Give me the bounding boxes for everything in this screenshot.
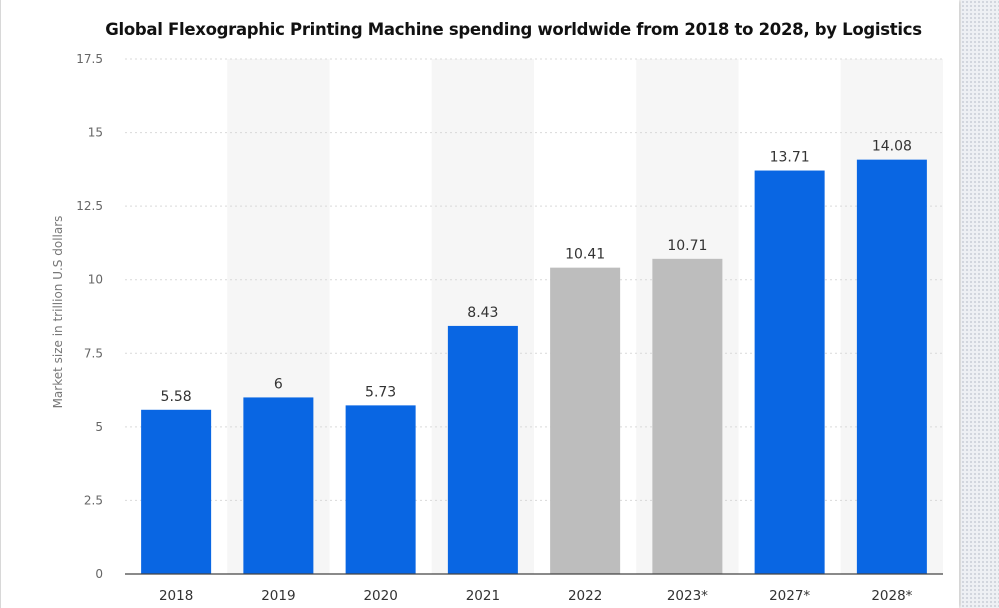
x-tick-label: 2020 [363,588,397,604]
x-tick-label: 2023* [667,588,708,604]
bars [141,159,927,574]
data-label: 6 [274,376,283,392]
x-tick-label: 2022 [568,588,602,604]
y-tick-label: 10 [88,273,103,287]
y-tick-label: 2.5 [84,493,103,507]
value-labels: 5.58 6 5.73 8.43 10.41 10.71 13.71 14.08 [161,139,912,405]
y-tick-label: 0 [95,567,103,581]
y-tick-label: 15 [88,126,103,140]
y-axis-ticks: 0 2.5 5 7.5 10 12.5 15 17.5 [76,52,103,581]
bar [345,405,416,574]
bar [141,409,212,574]
y-axis-title: Market size in trillion U.S dollars [51,216,65,409]
x-axis-labels: 2018 2019 2020 2021 2022 2023* 2027* 2028* [159,588,913,604]
data-label: 5.58 [161,389,192,405]
data-label: 14.08 [872,139,912,155]
x-tick-label: 2021 [466,588,500,604]
x-tick-label: 2019 [261,588,295,604]
x-tick-label: 2028* [871,588,912,604]
bar [652,258,723,574]
x-tick-label: 2027* [769,588,810,604]
side-pattern [961,0,999,608]
y-tick-label: 7.5 [84,346,103,360]
data-label: 8.43 [467,305,498,321]
y-tick-label: 5 [95,420,103,434]
data-label: 13.71 [770,150,810,166]
y-tick-label: 17.5 [76,52,103,66]
bar [550,267,621,574]
data-label: 10.41 [565,247,605,263]
bar [447,325,518,574]
data-label: 10.71 [667,238,707,254]
bar [856,159,927,574]
x-tick-label: 2018 [159,588,193,604]
data-label: 5.73 [365,384,396,400]
bar [754,170,825,574]
y-tick-label: 12.5 [76,199,103,213]
chart-title: Global Flexographic Printing Machine spe… [105,20,922,39]
bar [243,397,314,574]
